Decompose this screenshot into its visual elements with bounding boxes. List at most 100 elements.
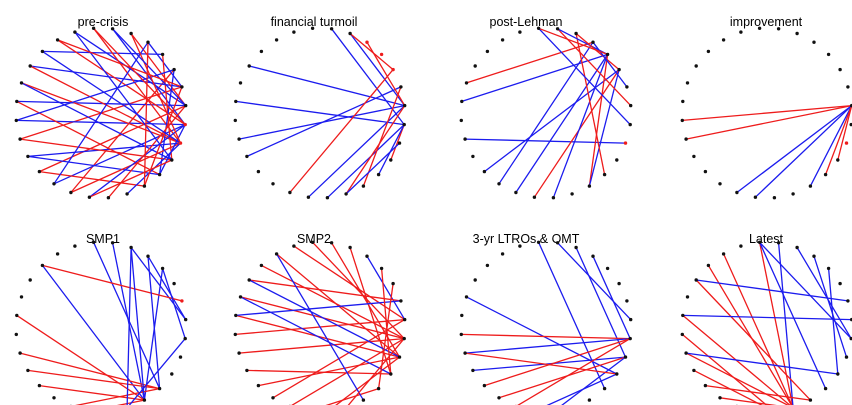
edge-red xyxy=(239,337,405,354)
node xyxy=(365,254,369,258)
edge-blue xyxy=(561,356,626,405)
node xyxy=(739,244,743,248)
network-panel-6 xyxy=(459,240,633,405)
edge-blue xyxy=(777,242,794,405)
edge-blue xyxy=(130,247,146,401)
edge-blue xyxy=(53,41,149,185)
node xyxy=(735,190,739,195)
edge-blue xyxy=(30,65,182,88)
node xyxy=(402,336,406,341)
edge-blue xyxy=(515,54,609,193)
edge-red xyxy=(705,384,811,401)
edge-red xyxy=(349,33,394,71)
node xyxy=(18,351,22,355)
edge-blue xyxy=(736,105,852,194)
node xyxy=(184,317,188,322)
node xyxy=(706,263,711,268)
edge-red xyxy=(390,124,405,161)
node xyxy=(403,317,407,322)
node xyxy=(125,192,129,196)
node xyxy=(399,85,403,89)
network-panel-2 xyxy=(459,26,633,200)
edge-blue xyxy=(143,268,164,401)
edge-red xyxy=(758,242,794,405)
edge-red xyxy=(723,253,793,405)
node xyxy=(245,368,249,373)
node xyxy=(110,27,115,31)
node xyxy=(518,30,522,34)
edge-red xyxy=(29,65,181,144)
node xyxy=(69,190,73,195)
edge-blue xyxy=(461,53,608,103)
panel-title-0: pre-crisis xyxy=(78,15,129,29)
edge-red xyxy=(89,159,173,198)
node xyxy=(256,169,261,174)
node xyxy=(680,332,684,337)
node xyxy=(87,195,92,199)
node xyxy=(178,141,183,145)
node xyxy=(348,245,352,250)
node xyxy=(234,313,238,318)
node xyxy=(838,67,842,72)
node xyxy=(52,182,56,186)
edge-blue xyxy=(235,300,401,317)
node xyxy=(694,64,698,68)
edge-blue xyxy=(592,41,628,88)
node xyxy=(348,31,352,36)
node xyxy=(142,184,147,188)
node xyxy=(160,52,165,57)
network-panel-5 xyxy=(233,240,407,405)
node xyxy=(692,368,696,373)
node xyxy=(514,190,518,195)
node xyxy=(681,99,685,104)
edge-red xyxy=(461,333,631,340)
node xyxy=(615,158,619,162)
node xyxy=(685,295,690,299)
node xyxy=(602,386,607,391)
node xyxy=(52,396,56,400)
node xyxy=(555,27,560,31)
node xyxy=(129,245,133,250)
node xyxy=(184,103,188,108)
edge-blue xyxy=(16,119,186,126)
node xyxy=(73,30,77,34)
edge-red xyxy=(347,338,405,405)
node xyxy=(473,278,477,282)
panel-title-2: post-Lehman xyxy=(490,15,563,29)
edge-red xyxy=(289,69,394,193)
edge-red xyxy=(20,138,172,161)
edge-red xyxy=(249,279,401,302)
node xyxy=(776,27,781,31)
edge-red xyxy=(484,337,631,387)
panel-title-5: SMP2 xyxy=(297,232,331,246)
node xyxy=(178,355,183,359)
edge-blue xyxy=(538,242,606,389)
edge-red xyxy=(39,170,145,187)
edge-red xyxy=(682,104,852,122)
node xyxy=(271,182,275,186)
node xyxy=(14,332,18,337)
node xyxy=(18,137,22,141)
edge-blue xyxy=(111,242,146,401)
panel-title-3: improvement xyxy=(730,15,803,29)
node xyxy=(26,368,30,373)
edge-blue xyxy=(240,296,392,375)
edge-blue xyxy=(42,50,181,144)
node xyxy=(587,184,592,188)
node xyxy=(615,372,619,376)
panel-title-6: 3-yr LTROs & OMT xyxy=(473,232,580,246)
node xyxy=(110,241,115,245)
node xyxy=(836,372,840,376)
edge-blue xyxy=(484,69,620,173)
node xyxy=(718,182,722,186)
edge-red xyxy=(498,356,626,399)
node xyxy=(532,195,537,199)
node xyxy=(463,351,467,355)
node xyxy=(245,154,249,159)
edge-blue xyxy=(112,28,187,107)
node xyxy=(259,263,264,268)
node xyxy=(376,386,381,391)
edge-blue xyxy=(147,256,161,389)
node xyxy=(292,244,296,248)
edge-red xyxy=(685,352,789,405)
